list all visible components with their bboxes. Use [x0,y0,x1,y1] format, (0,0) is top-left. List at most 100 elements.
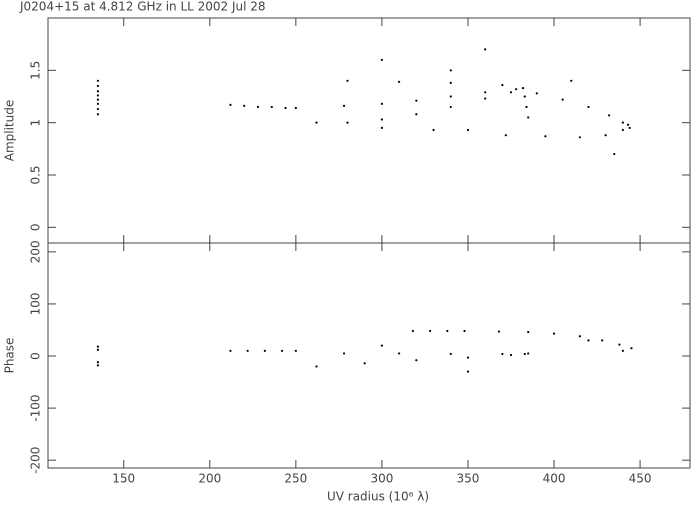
data-point [363,362,366,365]
data-point [578,335,581,338]
data-point [484,91,487,94]
data-point [415,359,418,362]
data-point [466,370,470,373]
data-point [263,349,266,352]
x-tick-label: 200 [198,472,221,486]
data-point [96,364,100,367]
data-point [523,95,526,98]
data-point [509,353,513,357]
data-point [449,81,452,84]
data-point [618,343,621,346]
plot-frame [47,242,691,469]
y-tick-label: 0 [29,223,43,231]
x-tick-label: 150 [112,472,135,486]
data-point [96,345,100,348]
data-point [346,121,349,124]
data-point [380,58,384,61]
data-point [466,356,470,359]
data-point [284,106,287,110]
data-point [229,103,232,106]
data-point [96,90,100,93]
data-point [96,107,100,111]
data-point [415,99,418,102]
data-point [484,97,487,100]
data-point [429,329,432,333]
data-point [621,128,624,132]
data-point [613,152,616,156]
x-tick-label: 300 [370,472,393,486]
x-tick-label: 250 [284,472,307,486]
data-point [96,361,100,364]
data-point [521,87,525,90]
data-point [380,344,384,347]
data-point [415,113,418,116]
data-point [535,92,538,95]
data-point [621,121,624,124]
y-axis-title: Phase [3,338,17,374]
data-point [570,79,573,82]
data-point [294,349,297,352]
chart-title: J0204+15 at 4.812 GHz in LL 2002 Jul 28 [19,0,266,14]
data-point [628,126,631,129]
data-point [449,95,452,98]
data-point [463,329,466,333]
data-point [270,105,273,109]
data-point [346,79,349,82]
x-tick-label: 350 [457,472,480,486]
data-point [96,113,100,116]
data-point [342,352,346,355]
data-point [432,128,435,132]
data-point [96,79,100,82]
y-tick-label: -100 [29,394,43,421]
data-point [280,349,284,352]
data-point [626,123,630,126]
y-tick-label: 200 [29,240,43,263]
data-point [243,104,246,108]
y-tick-label: 0.5 [29,165,43,184]
y-tick-label: 100 [29,292,43,315]
data-point [604,134,607,137]
data-point [229,349,232,352]
data-point [449,352,452,356]
data-point [380,102,384,105]
data-point [398,352,401,355]
data-point [484,48,487,51]
data-point [509,91,513,94]
data-point [587,339,590,342]
data-point [527,352,530,355]
x-axis-title: UV radius (10⁶ λ) [327,490,429,504]
data-point [501,352,504,356]
data-point [449,69,452,72]
data-point [497,330,501,333]
data-point [315,365,318,368]
y-tick-label: 1.5 [29,61,43,80]
y-tick-label: 0 [29,352,43,360]
data-point [342,104,346,108]
y-tick-label: 1 [29,119,43,127]
y-axis-title: Amplitude [3,100,17,162]
data-point [380,126,384,129]
data-point [523,352,526,356]
data-point [449,105,452,109]
data-point [601,339,604,342]
data-point [587,105,590,109]
data-point [96,94,100,97]
data-point [315,121,318,124]
data-point [96,348,100,351]
data-point [630,347,633,350]
y-tick-label: -200 [29,447,43,474]
data-point [544,135,547,138]
data-point [96,84,100,88]
plot-frame [47,17,691,244]
data-point [294,106,297,110]
data-point [411,329,414,333]
data-point [96,102,100,105]
x-tick-label: 400 [543,472,566,486]
data-point [504,134,507,137]
data-point [515,88,518,91]
data-point [527,330,530,334]
data-point [621,349,624,352]
data-point [561,98,564,101]
